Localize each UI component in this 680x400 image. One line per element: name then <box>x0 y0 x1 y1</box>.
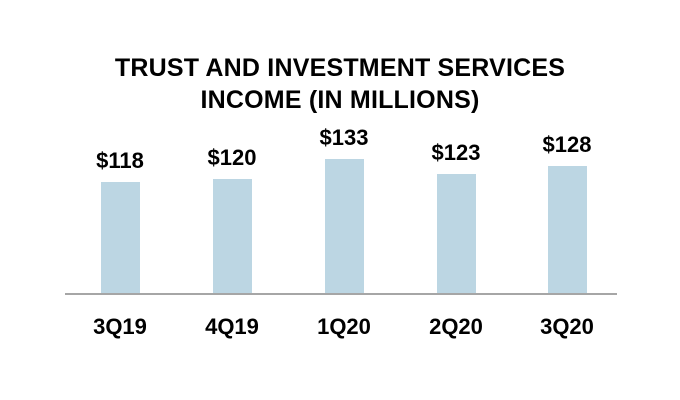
chart-title: TRUST AND INVESTMENT SERVICES INCOME (IN… <box>0 52 680 116</box>
bar-value-label: $118 <box>96 148 144 173</box>
bar <box>100 182 140 294</box>
bar-value-label: $128 <box>542 132 592 157</box>
bar <box>547 166 587 294</box>
chart-title-line-2: INCOME (IN MILLIONS) <box>200 86 480 114</box>
bar-value-label: $123 <box>431 140 481 165</box>
bar <box>324 159 364 294</box>
x-axis-tick-label: 1Q20 <box>317 314 371 339</box>
bar <box>436 174 476 294</box>
bar <box>212 179 252 294</box>
x-axis-tick-label: 4Q19 <box>205 314 259 339</box>
bar-value-label: $120 <box>207 145 257 170</box>
x-axis-tick-label: 3Q19 <box>93 314 147 339</box>
x-axis-line <box>65 293 617 295</box>
bar-value-label: $133 <box>319 125 369 150</box>
x-axis-tick-label: 2Q20 <box>429 314 483 339</box>
chart-title-line-1: TRUST AND INVESTMENT SERVICES <box>114 54 566 82</box>
x-axis-tick-label: 3Q20 <box>540 314 594 339</box>
